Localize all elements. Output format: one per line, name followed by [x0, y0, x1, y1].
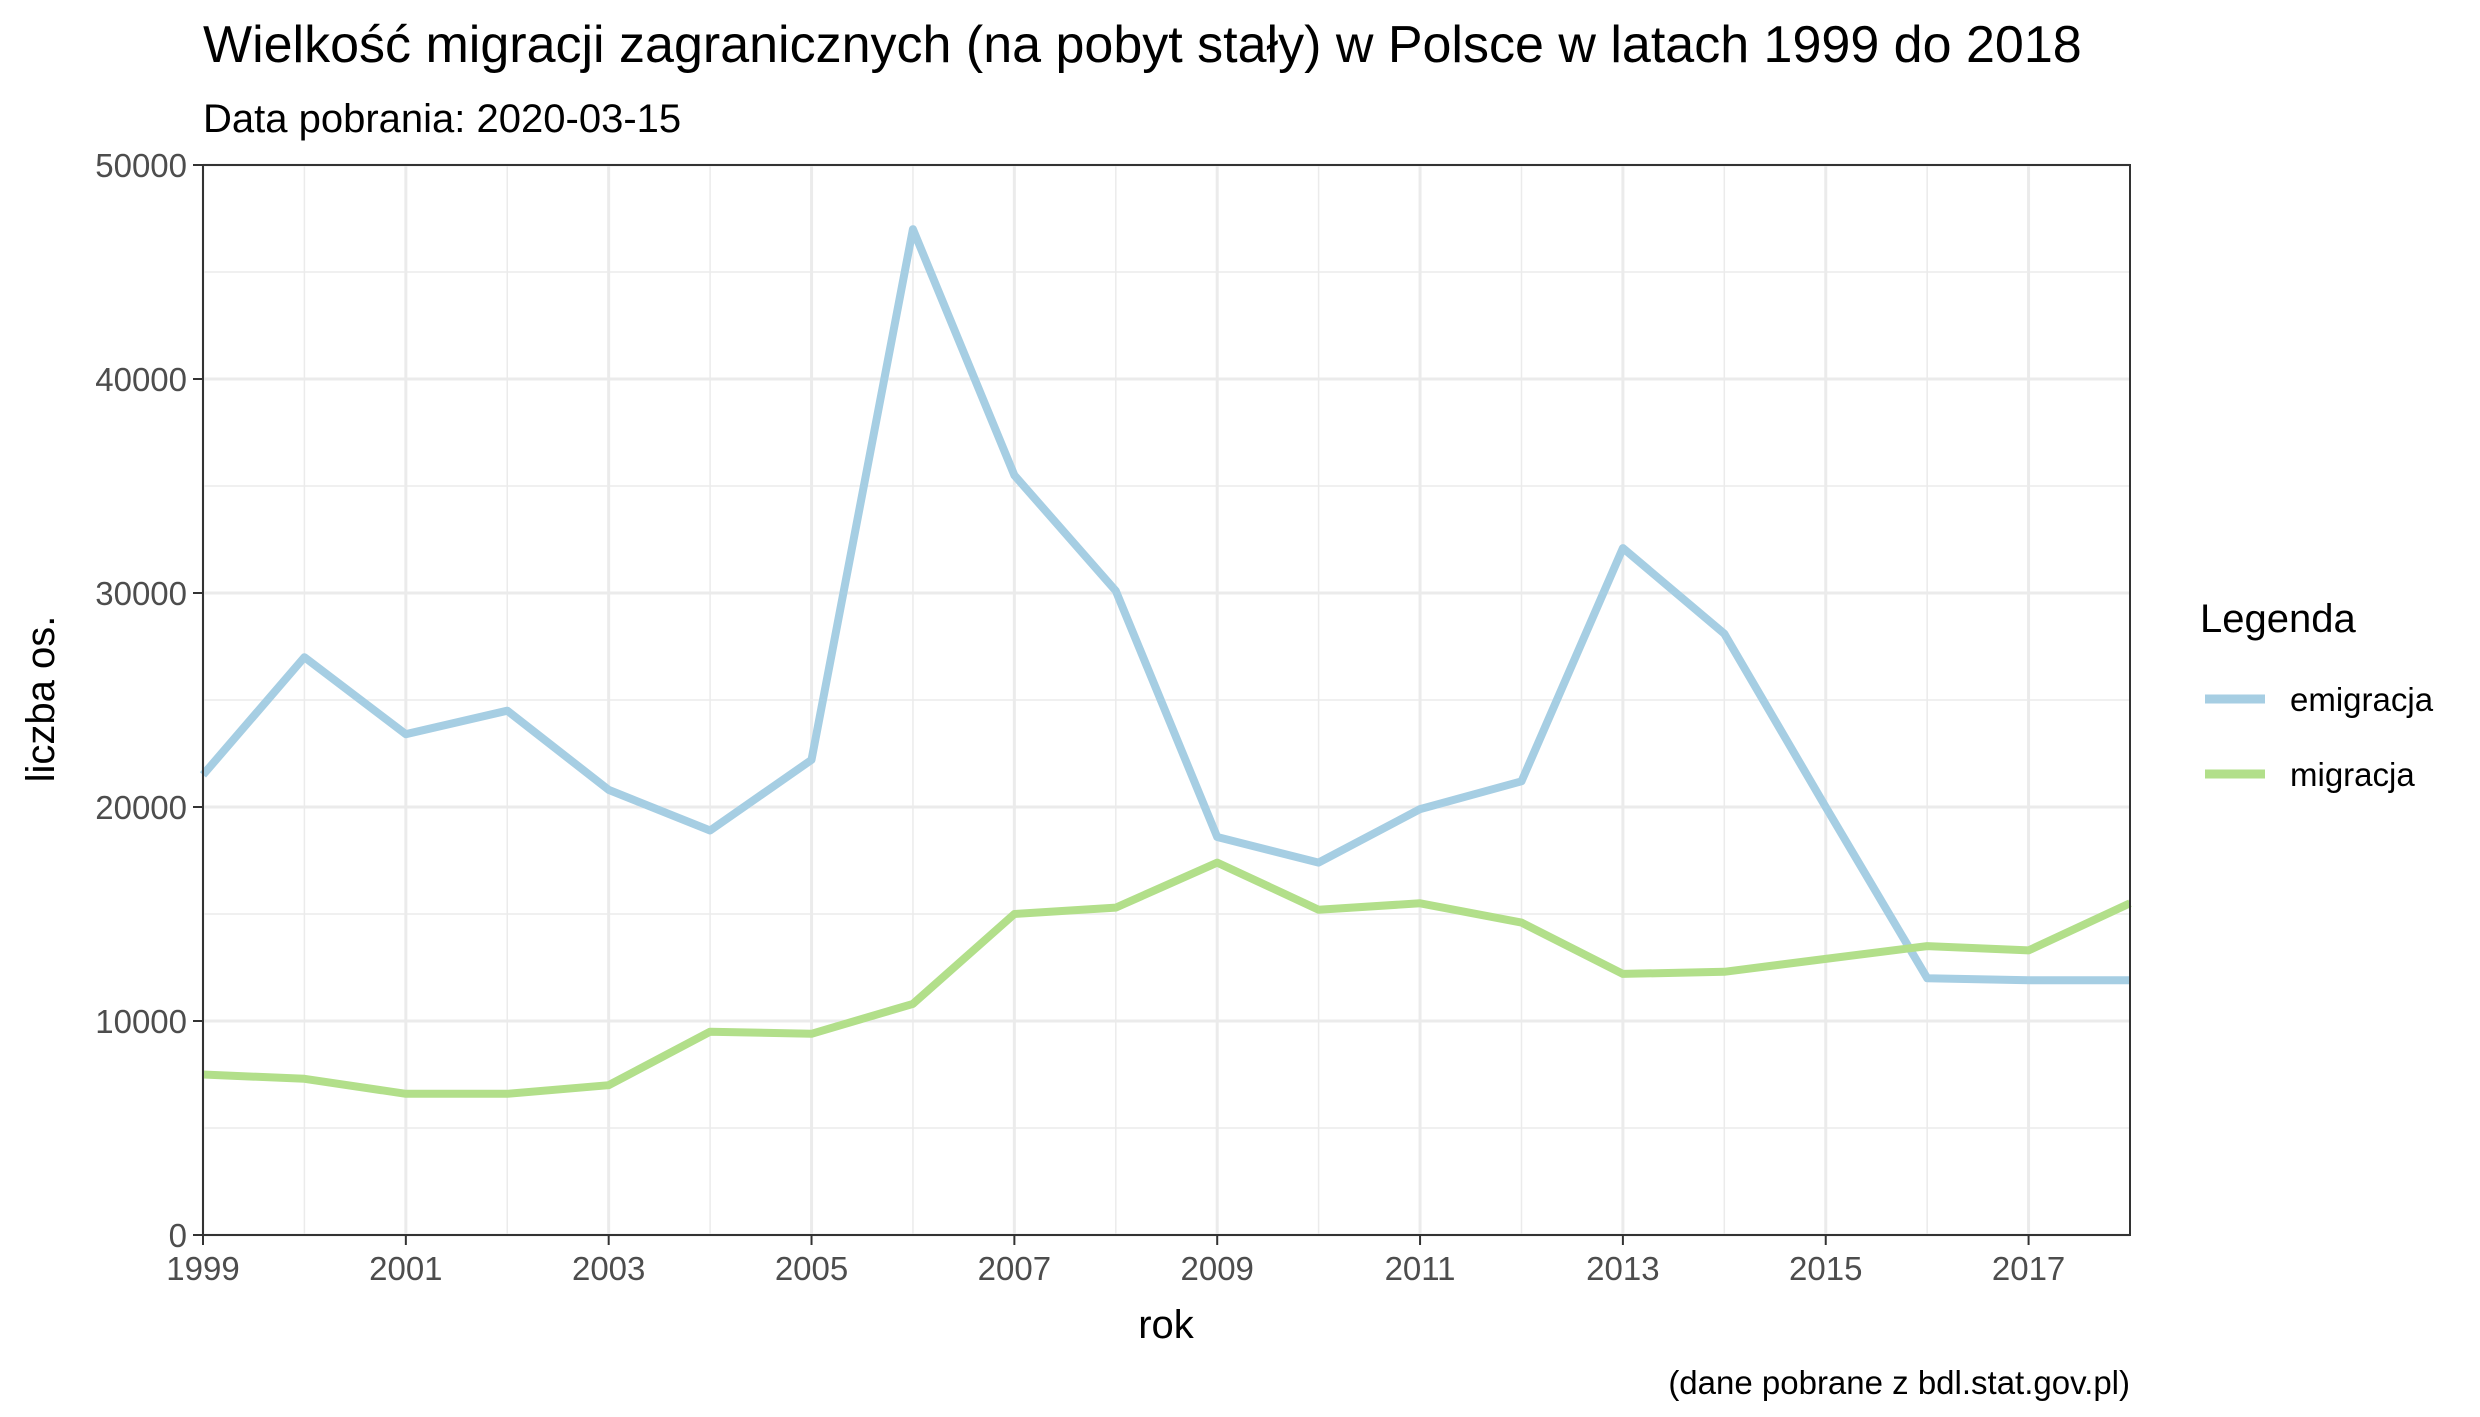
chart-caption: (dane pobrane z bdl.stat.gov.pl)	[1668, 1364, 2130, 1401]
y-tick-label: 40000	[95, 361, 187, 398]
axis-ticks: 0 10000 20000 30000 40000 50000 1999 2001 2003 20…	[95, 147, 2065, 1287]
legend-label-migracja: migracja	[2290, 756, 2415, 793]
x-tick-label: 2007	[978, 1250, 1051, 1287]
x-axis-title: rok	[1138, 1303, 1195, 1347]
x-tick-label: 2011	[1385, 1250, 1456, 1287]
series-line-migracja	[202, 858, 2132, 1098]
x-tick-label: 2017	[1992, 1250, 2065, 1287]
chart-subtitle: Data pobrania: 2020-03-15	[203, 97, 681, 141]
legend-items: emigracja migracja	[2205, 681, 2434, 793]
legend: Legenda emigracja migracja	[2200, 597, 2434, 793]
series-lines	[199, 225, 2132, 1098]
x-tick-label: 2003	[572, 1250, 645, 1287]
y-tick-label: 20000	[95, 789, 187, 826]
y-tick-label: 0	[169, 1217, 187, 1254]
legend-title: Legenda	[2200, 597, 2356, 641]
legend-label-emigracja: emigracja	[2290, 681, 2434, 718]
plot-panel-border	[202, 164, 2131, 1236]
y-axis-title: liczba os.	[19, 616, 63, 783]
x-tick-label: 2013	[1586, 1250, 1659, 1287]
x-tick-label: 2009	[1180, 1250, 1253, 1287]
x-tick-label: 2015	[1789, 1250, 1862, 1287]
y-tick-label: 10000	[95, 1003, 187, 1040]
series-line-emigracja	[199, 225, 2130, 985]
y-tick-label: 30000	[95, 575, 187, 612]
y-tick-label: 50000	[95, 147, 187, 184]
x-tick-label: 2005	[775, 1250, 848, 1287]
x-tick-label: 1999	[166, 1250, 239, 1287]
chart-title: Wielkość migracji zagranicznych (na poby…	[203, 16, 2082, 74]
x-tick-label: 2001	[369, 1250, 442, 1287]
